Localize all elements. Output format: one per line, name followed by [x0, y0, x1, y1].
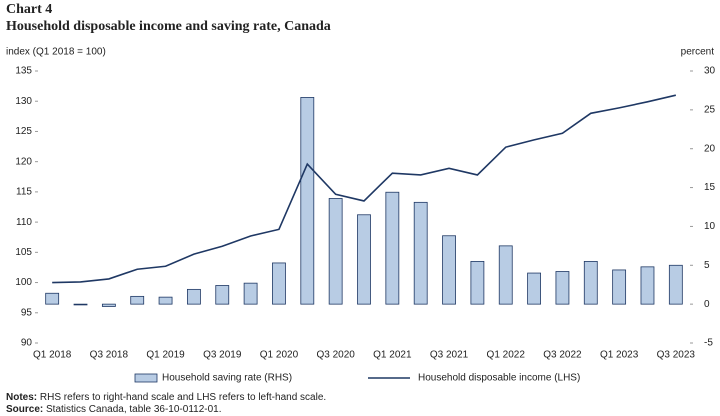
x-tick-label: Q3 2022	[543, 350, 582, 361]
note-label: Notes:	[6, 392, 37, 403]
x-tick-label: Q1 2021	[373, 350, 412, 361]
source: Source: Statistics Canada, table 36-10-0…	[6, 404, 222, 415]
x-tick-label: Q3 2021	[430, 350, 469, 361]
x-tick-label: Q1 2019	[146, 350, 185, 361]
x-tick-label: Q1 2022	[487, 350, 526, 361]
bar	[215, 285, 230, 305]
x-tick-label: Q3 2023	[657, 350, 696, 361]
bar	[555, 271, 570, 305]
y-tick-label: 120	[15, 156, 32, 167]
chart-label: Chart 4	[6, 2, 52, 17]
y-tick-label: 110	[16, 217, 32, 228]
x-tick-label: Q3 2018	[90, 350, 129, 361]
x-tick-label: Q1 2020	[260, 350, 299, 361]
y-tick-label: 90	[21, 338, 33, 349]
bar	[73, 303, 88, 306]
x-tick-label: Q1 2018	[33, 350, 72, 361]
x-tick-label: Q3 2019	[203, 350, 242, 361]
note-text: RHS refers to right-hand scale and LHS r…	[40, 392, 326, 403]
y2-tick-label: 30	[704, 66, 716, 77]
bar	[498, 245, 513, 305]
y2-tick-label: 20	[704, 143, 716, 154]
bar	[101, 303, 116, 307]
y-tick-label: 135	[15, 66, 32, 77]
y2-tick-label: 5	[704, 260, 710, 271]
y-tick-label: 130	[15, 96, 32, 107]
bar	[357, 214, 371, 305]
bar	[527, 272, 541, 305]
legend-swatch	[134, 373, 158, 383]
bar	[328, 198, 343, 305]
bar	[130, 295, 145, 305]
bar	[187, 288, 201, 305]
y2-tick-label: 25	[704, 104, 716, 115]
bar	[300, 97, 315, 305]
bar	[243, 282, 258, 305]
bar	[385, 191, 400, 305]
bar	[158, 296, 173, 305]
y2-tick-label: 10	[704, 221, 716, 232]
y-axis-label: index (Q1 2018 = 100)	[6, 47, 106, 58]
x-tick-label: Q1 2023	[600, 350, 639, 361]
bar	[583, 260, 598, 305]
y-tick-label: 100	[15, 277, 32, 288]
bar	[413, 201, 428, 305]
legend-label: Household disposable income (LHS)	[418, 373, 580, 384]
bar	[668, 264, 683, 305]
source-label: Source:	[6, 404, 43, 415]
y-tick-label: 125	[15, 126, 32, 137]
y2-tick-label: 0	[704, 299, 710, 310]
bar	[45, 292, 60, 305]
y2-tick-label: -5	[704, 338, 713, 349]
bar	[442, 235, 456, 305]
bar	[470, 260, 485, 305]
bar	[272, 262, 286, 305]
x-tick-label: Q3 2020	[316, 350, 355, 361]
y2-axis-label: percent	[681, 47, 715, 58]
y-tick-label: 95	[21, 307, 33, 318]
line	[52, 94, 677, 284]
bar	[640, 266, 655, 305]
legend-label: Household saving rate (RHS)	[162, 373, 292, 384]
y-tick-label: 105	[15, 247, 32, 258]
chart-title: Household disposable income and saving r…	[6, 19, 331, 34]
note: Notes: RHS refers to right-hand scale an…	[6, 392, 326, 403]
source-text: Statistics Canada, table 36-10-0112-01.	[46, 404, 221, 415]
bar	[612, 269, 627, 305]
y-tick-label: 115	[16, 187, 32, 198]
y2-tick-label: 15	[704, 182, 716, 193]
